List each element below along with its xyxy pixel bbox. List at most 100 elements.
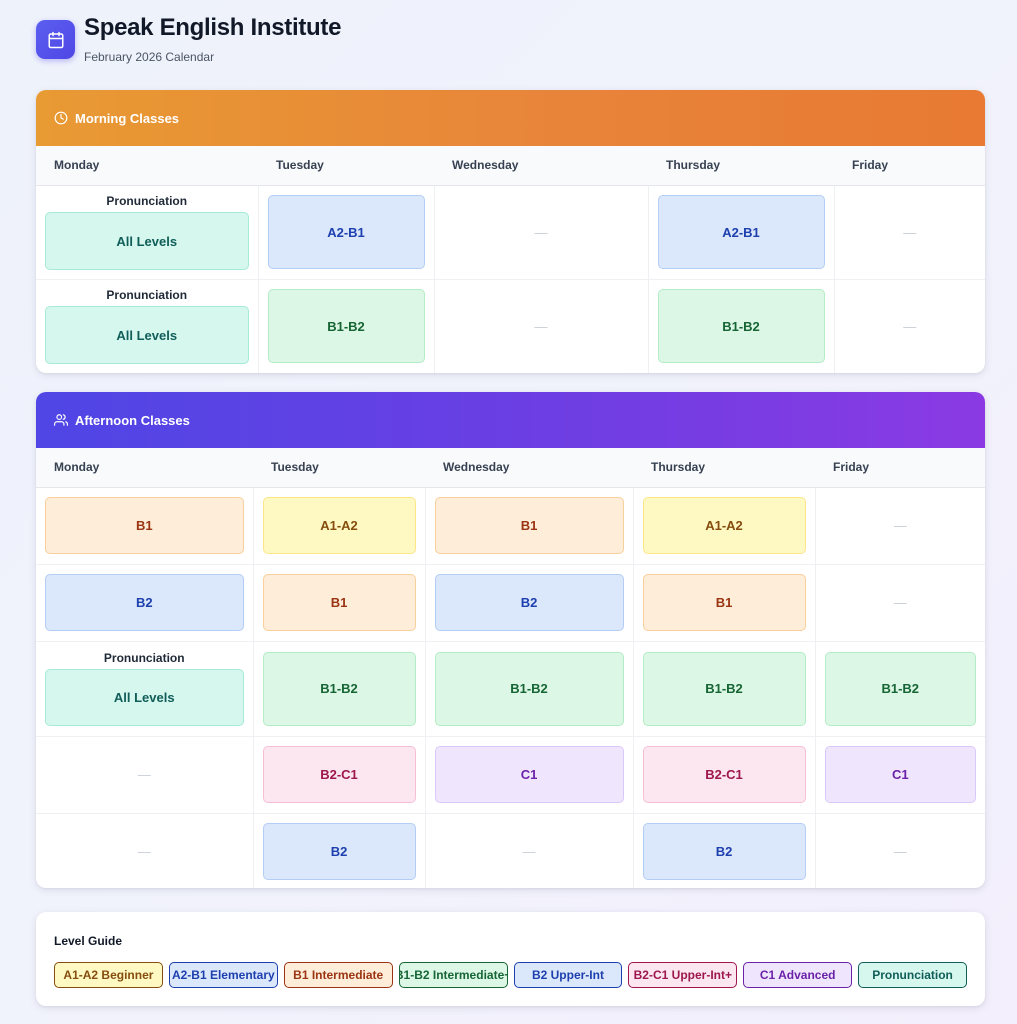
morning-classes-header: Morning Classes [36, 90, 985, 146]
schedule-cell: B1 [253, 564, 426, 642]
schedule-cell: Pronunciation All Levels [36, 185, 259, 280]
empty-cell: — [834, 185, 985, 280]
page-title: Speak English Institute [84, 14, 342, 41]
class-chip[interactable]: B2 [642, 823, 806, 881]
legend-item-pronunciation: Pronunciation [858, 962, 967, 988]
legend-item-b2-c1: B2-C1 Upper-Int+ [628, 962, 738, 988]
class-chip[interactable]: B1 [642, 574, 806, 631]
schedule-cell: B2 [633, 813, 816, 888]
legend-item-c1: C1 Advanced [743, 962, 853, 988]
schedule-cell: B1-B2 [815, 641, 985, 737]
schedule-cell: Pronunciation All Levels [36, 641, 254, 737]
schedule-cell: A1-A2 [253, 487, 426, 565]
class-label: Pronunciation [103, 651, 185, 665]
schedule-cell: B1-B2 [258, 279, 435, 373]
schedule-row: Pronunciation All Levels B1-B2 B1-B2 B1-… [36, 641, 985, 737]
schedule-cell: A1-A2 [633, 487, 816, 565]
schedule-cell: A2-B1 [258, 185, 435, 280]
class-label: Pronunciation [106, 288, 188, 303]
day-header-monday: Monday [36, 146, 258, 186]
schedule-cell: A2-B1 [648, 185, 835, 280]
class-chip[interactable]: All Levels [45, 212, 249, 270]
day-header-tuesday: Tuesday [253, 448, 425, 488]
empty-cell: — [893, 844, 907, 860]
schedule-cell: B2 [425, 564, 634, 642]
class-chip[interactable]: B1 [45, 497, 244, 554]
class-label: Pronunciation [106, 194, 188, 208]
class-chip[interactable]: B1-B2 [642, 651, 806, 726]
level-guide-title: Level Guide [54, 934, 123, 948]
schedule-cell: B1-B2 [253, 641, 426, 737]
morning-classes-card: Morning Classes Monday Tuesday Wednesday… [36, 90, 985, 373]
class-chip[interactable]: B1 [434, 497, 624, 554]
app-header: Speak English Institute February 2026 Ca… [36, 14, 341, 64]
schedule-cell: B2-C1 [253, 736, 426, 814]
empty-cell: — [36, 736, 254, 814]
class-chip[interactable]: A1-A2 [262, 497, 416, 554]
afternoon-schedule-table: Monday Tuesday Wednesday Thursday Friday… [36, 448, 985, 888]
class-chip[interactable]: B1 [262, 574, 416, 631]
legend-item-b1-b2: B1-B2 Intermediate+ [398, 962, 508, 988]
legend-item-b1: B1 Intermediate [283, 962, 393, 988]
schedule-cell: B2-C1 [633, 736, 816, 814]
schedule-row: B1 A1-A2 B1 A1-A2 — [36, 487, 985, 565]
schedule-row: Pronunciation All Levels A2-B1 — A2-B1 — [36, 185, 985, 280]
page-subtitle: February 2026 Calendar [84, 50, 215, 64]
schedule-cell: B1 [633, 564, 816, 642]
class-chip[interactable]: All Levels [45, 669, 244, 726]
class-chip[interactable]: B1-B2 [657, 289, 825, 364]
day-header-monday: Monday [36, 448, 253, 488]
schedule-cell: B2 [253, 813, 426, 888]
day-header-friday: Friday [815, 448, 985, 488]
morning-schedule-table: Monday Tuesday Wednesday Thursday Friday… [36, 146, 985, 373]
class-chip[interactable]: B1-B2 [434, 651, 624, 726]
empty-cell: — [425, 813, 634, 888]
class-chip[interactable]: A1-A2 [642, 497, 806, 554]
day-header-friday: Friday [834, 146, 985, 186]
class-chip[interactable]: B2 [45, 574, 244, 631]
class-chip[interactable]: C1 [824, 746, 976, 803]
schedule-cell: C1 [425, 736, 634, 814]
class-chip[interactable]: All Levels [45, 306, 249, 365]
class-chip[interactable]: B1-B2 [267, 289, 425, 364]
class-chip[interactable]: B2-C1 [642, 746, 806, 803]
empty-cell: — [903, 318, 917, 334]
class-chip[interactable]: B1-B2 [824, 651, 976, 726]
class-chip[interactable]: B1-B2 [262, 651, 416, 726]
schedule-row: — B2-C1 C1 B2-C1 C1 [36, 736, 985, 814]
class-chip[interactable]: B2 [262, 823, 416, 881]
clock-icon [54, 111, 68, 125]
schedule-row: B2 B1 B2 B1 — [36, 564, 985, 642]
calendar-icon [36, 20, 75, 59]
legend-item-a1-a2: A1-A2 Beginner [54, 962, 163, 988]
empty-cell: — [815, 487, 985, 565]
class-chip[interactable]: C1 [434, 746, 624, 803]
empty-cell: — [434, 279, 649, 373]
schedule-cell: B1-B2 [425, 641, 634, 737]
users-icon [54, 413, 68, 427]
class-chip[interactable]: B2-C1 [262, 746, 416, 803]
day-header-wednesday: Wednesday [434, 146, 648, 186]
day-header-thursday: Thursday [633, 448, 815, 488]
schedule-cell: Pronunciation All Levels [36, 279, 259, 373]
day-header-tuesday: Tuesday [258, 146, 434, 186]
schedule-cell: B1 [425, 487, 634, 565]
legend-item-a2-b1: A2-B1 Elementary [168, 962, 278, 988]
empty-cell: — [36, 813, 254, 888]
afternoon-classes-header: Afternoon Classes [36, 392, 985, 448]
schedule-cell: B1 [36, 487, 254, 565]
morning-classes-title: Morning Classes [75, 110, 180, 126]
day-header-thursday: Thursday [648, 146, 834, 186]
class-chip[interactable]: B2 [434, 574, 624, 631]
class-chip[interactable]: A2-B1 [657, 195, 825, 269]
day-header-wednesday: Wednesday [425, 448, 633, 488]
afternoon-classes-card: Afternoon Classes Monday Tuesday Wednesd… [36, 392, 985, 888]
schedule-row: — B2 — B2 — [36, 813, 985, 888]
schedule-cell: B2 [36, 564, 254, 642]
empty-cell: — [434, 185, 649, 280]
class-chip[interactable]: A2-B1 [267, 195, 425, 269]
schedule-cell: B1-B2 [648, 279, 835, 373]
empty-cell: — [815, 564, 985, 642]
schedule-cell: C1 [815, 736, 985, 814]
schedule-row: Pronunciation All Levels B1-B2 — B1-B2 — [36, 279, 985, 373]
